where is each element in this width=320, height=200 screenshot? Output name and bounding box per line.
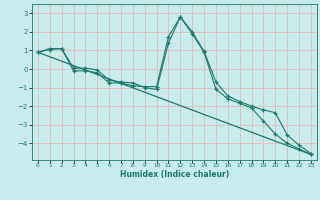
X-axis label: Humidex (Indice chaleur): Humidex (Indice chaleur) [120,170,229,179]
